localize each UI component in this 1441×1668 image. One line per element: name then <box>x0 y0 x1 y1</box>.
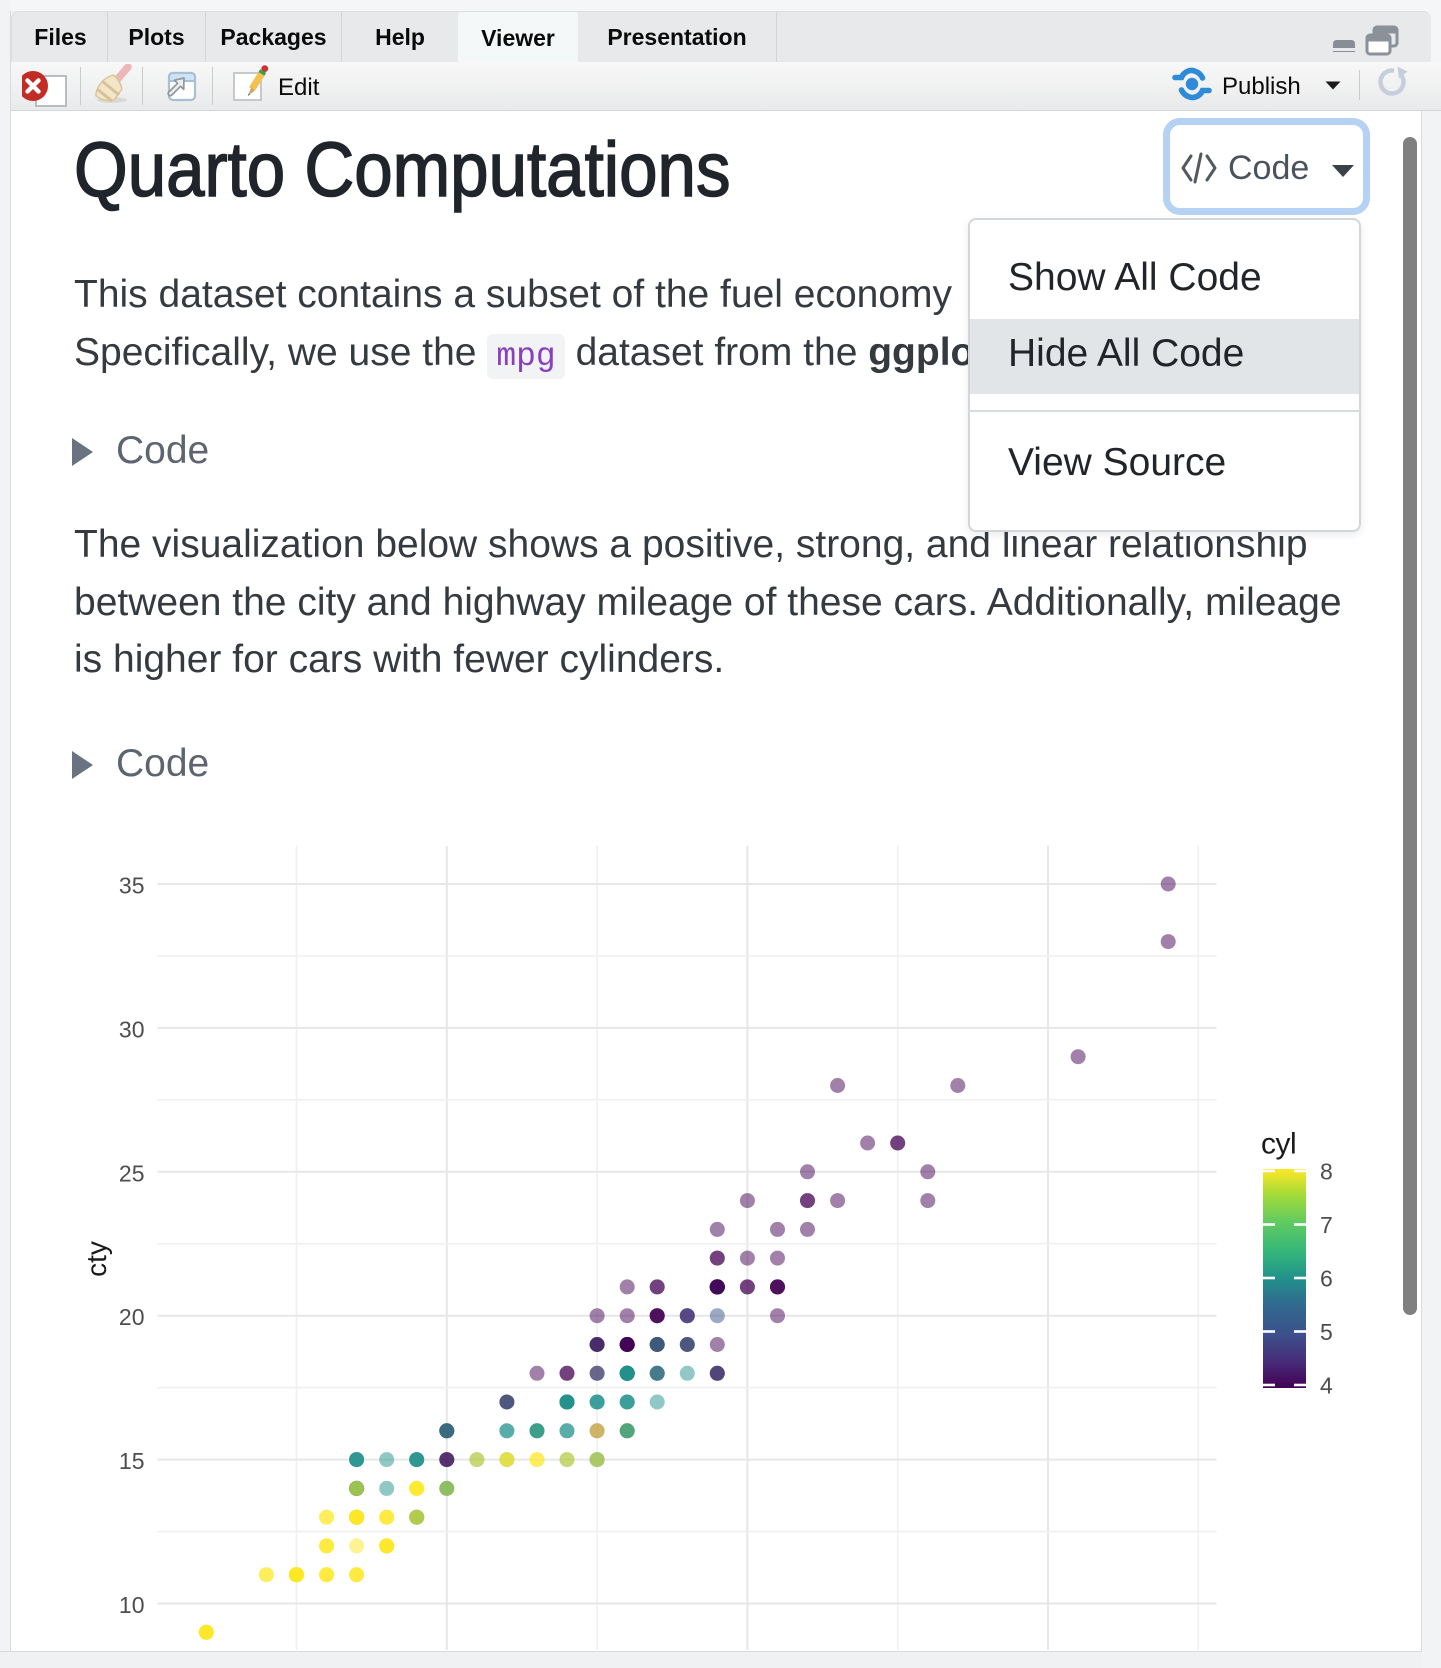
svg-text:4: 4 <box>1320 1373 1333 1399</box>
svg-text:10: 10 <box>119 1592 145 1618</box>
svg-text:8: 8 <box>1320 1159 1333 1185</box>
svg-text:6: 6 <box>1320 1266 1333 1292</box>
svg-text:20: 20 <box>119 1304 145 1330</box>
svg-text:35: 35 <box>119 873 145 899</box>
svg-text:5: 5 <box>1320 1319 1333 1345</box>
svg-text:7: 7 <box>1320 1212 1333 1238</box>
svg-text:25: 25 <box>119 1160 145 1186</box>
svg-text:cyl: cyl <box>1261 1128 1296 1161</box>
svg-text:30: 30 <box>119 1016 145 1042</box>
svg-text:15: 15 <box>119 1448 145 1474</box>
svg-text:cty: cty <box>81 1241 112 1277</box>
